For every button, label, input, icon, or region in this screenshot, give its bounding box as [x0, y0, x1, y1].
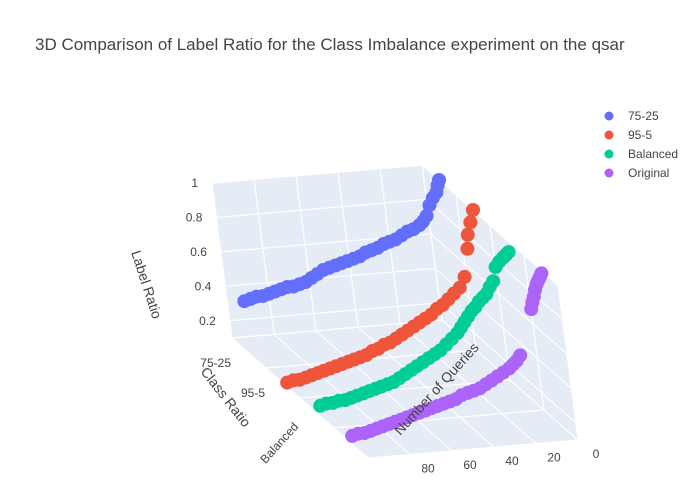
y-gridline	[523, 254, 545, 411]
y-gridline	[489, 224, 511, 381]
x-tick-label: 20	[547, 451, 561, 465]
point-original	[524, 302, 539, 317]
z-tick-label: 0.2	[199, 314, 216, 328]
z-gridline	[211, 164, 423, 184]
legend-marker[interactable]	[604, 111, 614, 121]
point-original	[345, 428, 360, 443]
point-balanced	[313, 398, 328, 413]
y-gridline	[421, 164, 443, 321]
data-points	[237, 173, 549, 443]
y-tick-label: 95-5	[241, 386, 265, 400]
point-balanced	[488, 260, 503, 275]
x-gridline	[253, 179, 275, 335]
z-tick-label: 0.4	[195, 279, 212, 293]
legend-label[interactable]: Original	[628, 166, 669, 180]
z-gridline	[225, 267, 436, 287]
legend: 75-25 95-5 Balanced Original	[604, 109, 678, 180]
x-gridline	[295, 175, 317, 331]
point-95-5	[463, 215, 478, 230]
z-tick-label: 0.8	[186, 210, 203, 224]
point-95-5	[280, 375, 295, 390]
z-axis-title: Label Ratio	[128, 248, 165, 321]
x-tick-label: 60	[463, 458, 477, 472]
legend-label[interactable]: Balanced	[628, 147, 678, 161]
point-95-5	[460, 241, 475, 256]
y-tick-label: Balanced	[257, 420, 301, 467]
z-gridline	[229, 302, 440, 322]
z-gridline	[216, 198, 427, 219]
x-tick-label: 0	[593, 447, 600, 461]
y-gridline	[231, 319, 443, 339]
point-75-25	[237, 294, 252, 309]
z-tick-label: 0.6	[190, 245, 207, 259]
point-75-25	[422, 198, 437, 213]
legend-label[interactable]: 75-25	[628, 109, 659, 123]
z-tick-label: 1	[191, 176, 198, 190]
legend-marker[interactable]	[604, 149, 614, 159]
point-95-5	[457, 269, 472, 284]
point-95-5	[466, 203, 480, 217]
x-tick-label: 40	[505, 454, 519, 468]
legend-label[interactable]: 95-5	[628, 128, 652, 142]
legend-marker[interactable]	[604, 130, 614, 140]
x-gridline	[337, 172, 359, 328]
point-95-5	[460, 227, 475, 242]
scene-3d: 0.2 0.4 0.6 0.8 1 0 20 40 60 80 75-25 95-5 Balanced	[186, 163, 600, 475]
y-tick-label: 75-25	[200, 356, 231, 370]
chart-title: 3D Comparison of Label Ratio for the Cla…	[35, 35, 625, 54]
legend-marker[interactable]	[604, 168, 614, 178]
x-tick-label: 80	[421, 461, 435, 475]
